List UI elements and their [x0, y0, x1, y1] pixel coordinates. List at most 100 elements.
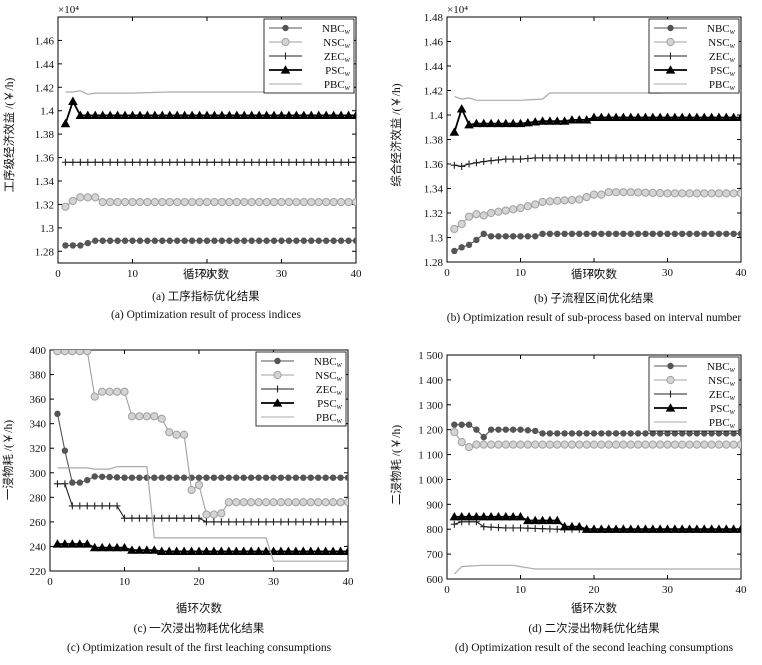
data-point-nsc: [336, 498, 345, 507]
data-point-nsc: [217, 509, 226, 518]
x-tick-label: 40: [343, 576, 355, 588]
legend-swatch-marker: [667, 24, 674, 32]
legend-label: PSCw: [317, 398, 343, 411]
data-point-nbc: [671, 230, 679, 238]
data-point-nsc: [479, 211, 488, 220]
data-point-nsc: [202, 197, 212, 207]
data-point-zec: [106, 158, 114, 166]
data-point-zec: [247, 518, 255, 526]
y-tick-label: 1.4: [429, 110, 443, 122]
y-tick-label: 1 200: [418, 425, 443, 437]
data-point-nsc: [656, 189, 665, 198]
data-point-nsc: [98, 197, 107, 207]
legend-label: PBCw: [324, 79, 351, 92]
x-tick-label: 0: [55, 268, 61, 280]
data-point-psc: [261, 110, 272, 119]
data-point-nsc: [262, 197, 271, 207]
x-tick-label: 20: [202, 268, 214, 280]
data-point-zec: [605, 154, 613, 162]
series-line-pbc: [57, 466, 348, 562]
data-point-nbc: [158, 474, 165, 481]
x-tick-label: 10: [127, 268, 139, 280]
data-point-nsc: [494, 207, 503, 216]
x-tick-label: 20: [589, 584, 601, 596]
data-point-zec: [91, 158, 99, 166]
data-point-nbc: [151, 474, 158, 481]
data-point-nsc: [276, 498, 286, 507]
data-point-zec: [84, 158, 92, 166]
data-point-psc: [216, 546, 227, 555]
data-point-psc: [662, 524, 673, 533]
data-point-zec: [278, 158, 285, 166]
data-point-nsc: [90, 392, 99, 401]
data-point-zec: [502, 155, 510, 163]
data-point-psc: [493, 511, 504, 521]
legend-swatch-marker: [274, 357, 281, 365]
data-point-nsc: [106, 197, 115, 207]
data-point-nsc: [626, 440, 635, 449]
data-point-zec: [299, 518, 307, 526]
data-point-zec: [233, 158, 241, 166]
data-point-psc: [194, 110, 205, 119]
data-point-psc: [545, 515, 555, 525]
data-point-nsc: [158, 197, 167, 207]
data-point-psc: [611, 112, 621, 122]
legend-label: PSCw: [710, 403, 736, 416]
x-tick-label: 30: [662, 584, 674, 596]
data-point-nbc: [210, 474, 218, 481]
data-point-nsc: [112, 387, 122, 396]
data-point-psc: [545, 116, 555, 125]
data-point-nsc: [626, 188, 635, 197]
x-tick-label: 40: [736, 584, 748, 596]
legend-swatch-marker: [667, 52, 674, 60]
data-point-zec: [553, 154, 561, 162]
data-point-psc: [721, 524, 732, 533]
data-point-zec: [561, 154, 569, 162]
data-point-nsc: [479, 440, 488, 449]
data-point-nsc: [329, 197, 338, 207]
data-point-nsc: [487, 440, 496, 449]
data-point-psc: [291, 110, 302, 119]
legend-label: NSCw: [315, 370, 342, 383]
data-point-nbc: [473, 426, 480, 433]
data-point-zec: [98, 502, 106, 510]
data-point-nbc: [509, 233, 517, 240]
data-point-nsc: [173, 197, 182, 207]
data-point-nbc: [196, 237, 203, 244]
y-axis-label: 一浸物耗 /(￥/h): [1, 420, 15, 500]
data-point-psc: [97, 542, 107, 552]
y-tick-label: 1.48: [424, 12, 444, 24]
subplot-a: 0 10 20 30 40 1.28 1.3 1.32 1.34 1.36 1.38 1.4 1.42 1…: [2, 4, 362, 321]
data-point-psc: [471, 118, 482, 128]
data-point-psc: [567, 115, 577, 124]
data-point-zec: [166, 158, 174, 166]
data-point-psc: [625, 112, 636, 122]
legend-swatch-marker: [665, 65, 676, 74]
data-point-zec: [307, 158, 315, 166]
data-point-nsc: [678, 440, 687, 449]
caption-cn: (a) 工序指标优化结果: [152, 289, 260, 303]
data-point-nsc: [729, 189, 738, 198]
data-point-psc: [305, 546, 316, 555]
data-point-psc: [596, 524, 607, 533]
data-point-psc: [209, 110, 220, 119]
data-point-nsc: [560, 440, 569, 449]
data-point-nbc: [576, 430, 583, 437]
data-point-zec: [715, 154, 723, 162]
data-point-nbc: [679, 430, 686, 437]
data-point-nbc: [715, 430, 723, 437]
y-exponent-label: ×10⁴: [58, 4, 79, 16]
data-point-zec: [181, 158, 189, 166]
data-point-nbc: [285, 474, 292, 481]
data-point-nbc: [106, 237, 114, 244]
data-point-nbc: [203, 474, 210, 481]
data-point-nbc: [642, 430, 649, 437]
data-point-nsc: [575, 440, 584, 449]
legend-swatch-marker: [666, 375, 675, 385]
data-point-psc: [224, 110, 235, 119]
y-tick-label: 280: [30, 492, 47, 504]
data-point-psc: [186, 546, 197, 555]
data-point-zec: [546, 525, 554, 533]
data-point-psc: [75, 539, 85, 548]
data-point-zec: [232, 518, 240, 526]
